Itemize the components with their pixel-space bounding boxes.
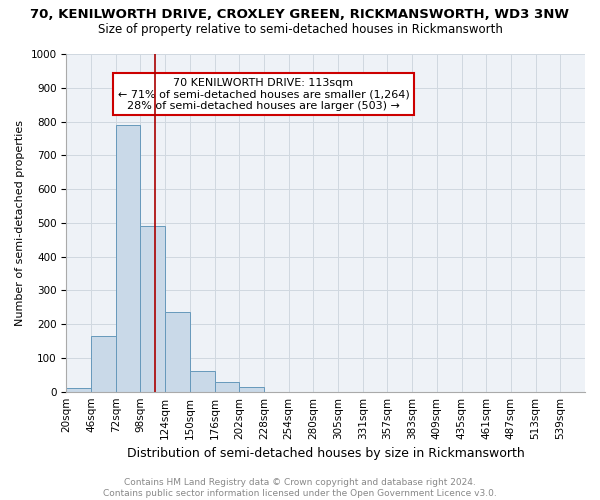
Text: Size of property relative to semi-detached houses in Rickmansworth: Size of property relative to semi-detach… xyxy=(98,22,502,36)
Bar xyxy=(190,370,215,392)
Bar xyxy=(140,226,165,392)
Text: Contains HM Land Registry data © Crown copyright and database right 2024.
Contai: Contains HM Land Registry data © Crown c… xyxy=(103,478,497,498)
Y-axis label: Number of semi-detached properties: Number of semi-detached properties xyxy=(15,120,25,326)
X-axis label: Distribution of semi-detached houses by size in Rickmansworth: Distribution of semi-detached houses by … xyxy=(127,447,524,460)
Text: 70, KENILWORTH DRIVE, CROXLEY GREEN, RICKMANSWORTH, WD3 3NW: 70, KENILWORTH DRIVE, CROXLEY GREEN, RIC… xyxy=(31,8,569,20)
Bar xyxy=(67,388,91,392)
Bar xyxy=(91,336,116,392)
Text: 70 KENILWORTH DRIVE: 113sqm
← 71% of semi-detached houses are smaller (1,264)
28: 70 KENILWORTH DRIVE: 113sqm ← 71% of sem… xyxy=(118,78,409,111)
Bar xyxy=(239,388,264,392)
Bar xyxy=(165,312,190,392)
Bar xyxy=(215,382,239,392)
Bar xyxy=(116,125,140,392)
